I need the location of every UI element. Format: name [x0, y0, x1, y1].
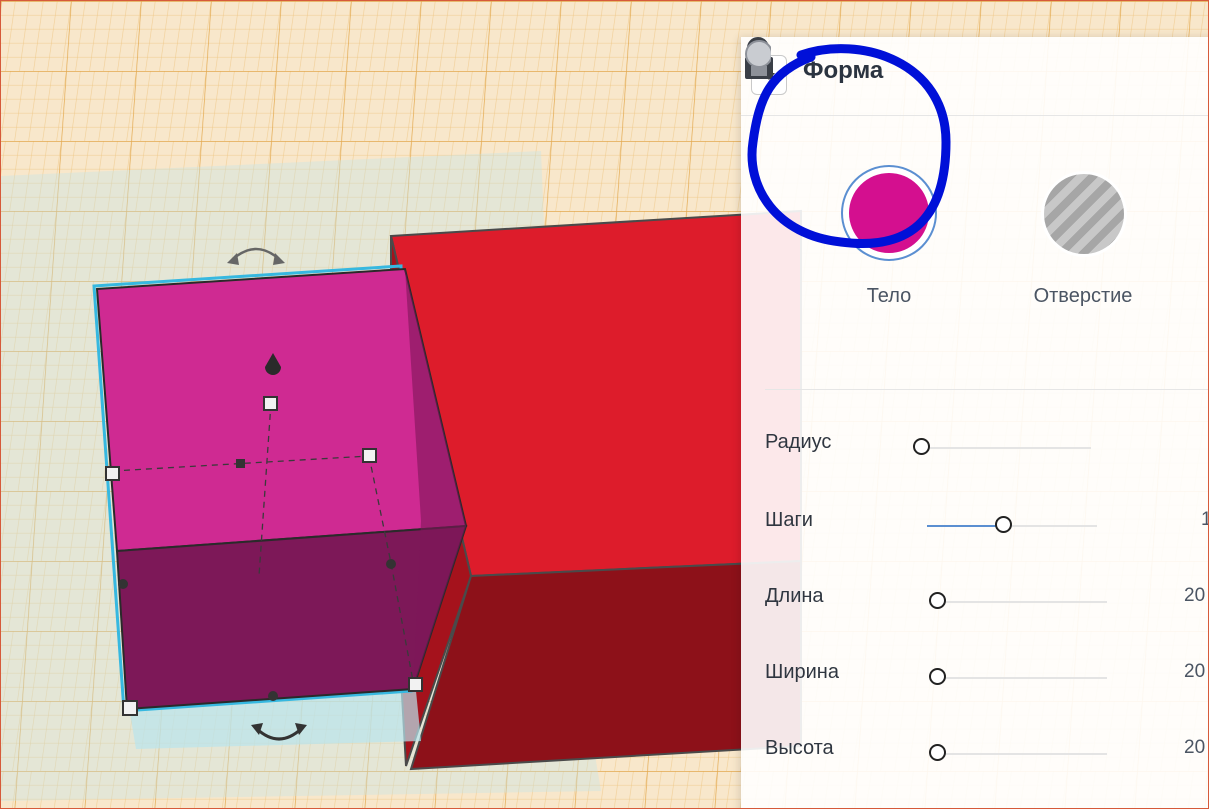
slider-track[interactable]: [937, 753, 1107, 755]
property-value[interactable]: 20: [1184, 661, 1206, 682]
slider-knob[interactable]: [929, 668, 946, 685]
property-label: Шаги: [765, 509, 813, 531]
slider-track[interactable]: [927, 525, 1097, 527]
selected-box[interactable]: [92, 264, 468, 713]
solid-label: Тело: [866, 285, 912, 307]
panel-title: Форма: [803, 57, 884, 84]
property-value[interactable]: 20: [1184, 585, 1206, 606]
slider-knob[interactable]: [913, 438, 930, 455]
rotate-arrow-icon[interactable]: [251, 723, 307, 741]
property-label: Высота: [765, 737, 834, 759]
bulb-icon[interactable]: [741, 37, 771, 83]
hole-pattern-fill: [1044, 174, 1124, 254]
lift-cone-handle[interactable]: [265, 353, 281, 375]
hole-label: Отверстие: [1033, 285, 1133, 307]
property-row-radius: Радиус 0: [741, 427, 1208, 467]
property-row-height: Высота 20: [741, 733, 1208, 773]
slider-knob[interactable]: [929, 744, 946, 761]
resize-handles[interactable]: [105, 396, 423, 716]
hole-swatch-button[interactable]: [1041, 171, 1127, 257]
slider-knob[interactable]: [929, 592, 946, 609]
slider-fill: [927, 525, 999, 527]
slider-knob[interactable]: [995, 516, 1012, 533]
property-label: Длина: [765, 585, 824, 607]
property-row-length: Длина 20: [741, 581, 1208, 621]
slider-track[interactable]: [937, 601, 1107, 603]
property-value[interactable]: 10: [1201, 509, 1208, 531]
slider-track[interactable]: [937, 677, 1107, 679]
rotate-arrow-icon[interactable]: [227, 247, 285, 265]
property-label: Ширина: [765, 661, 839, 683]
property-row-steps: Шаги 10: [741, 505, 1208, 545]
shape-inspector-panel: Форма Тело Отверстие Радиус 0: [741, 37, 1208, 808]
slider-track[interactable]: [921, 447, 1091, 449]
annotation-circle: [747, 44, 951, 248]
divider: [765, 389, 1208, 390]
panel-header: Форма: [741, 37, 1208, 116]
property-row-width: Ширина 20: [741, 657, 1208, 697]
property-label: Радиус: [765, 431, 832, 453]
property-value[interactable]: 20: [1184, 737, 1206, 758]
